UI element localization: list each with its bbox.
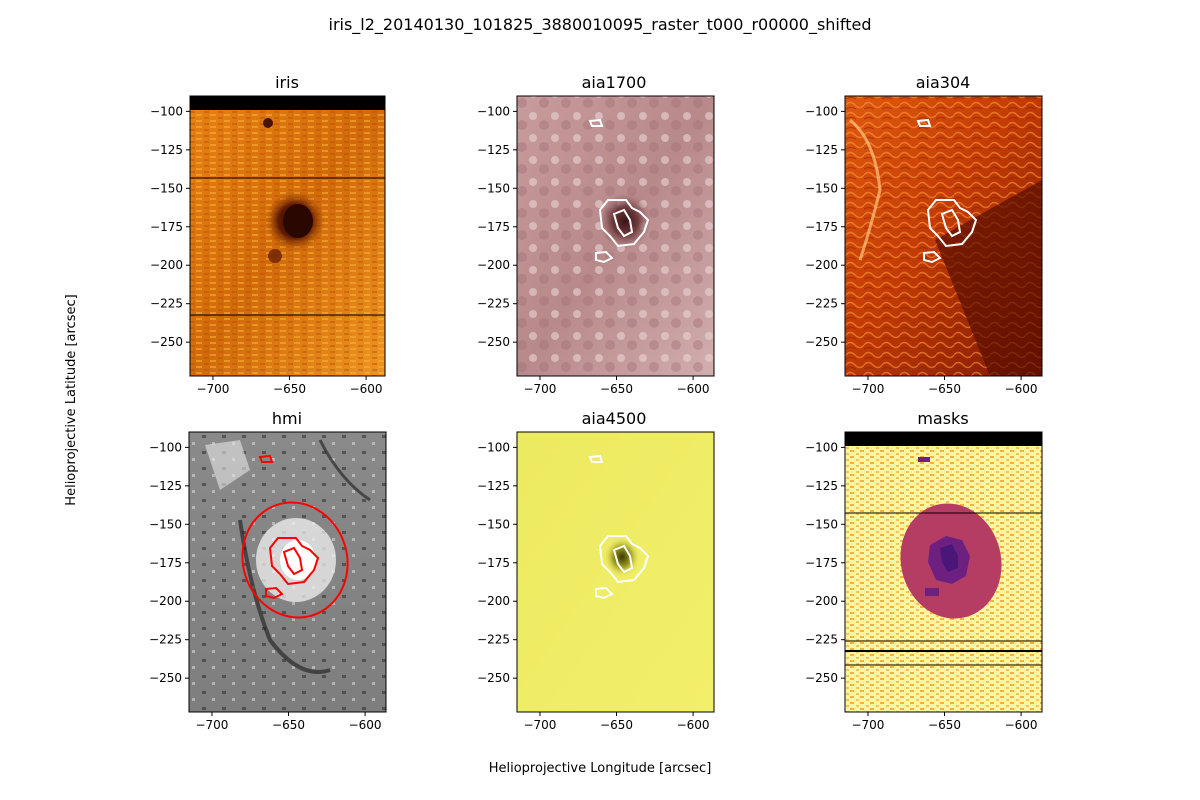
y-tick-label: −125 <box>477 479 510 493</box>
x-tick-label: −650 <box>928 718 961 732</box>
y-tick-label: −125 <box>805 143 838 157</box>
x-tick-label: −650 <box>600 382 633 396</box>
y-tick-label: −200 <box>805 258 838 272</box>
y-tick-label: −200 <box>150 258 183 272</box>
y-tick-label: −225 <box>477 297 510 311</box>
y-tick-label: −250 <box>805 335 838 349</box>
y-tick-label: −225 <box>805 633 838 647</box>
x-tick-label: −700 <box>851 718 884 732</box>
y-tick-label: −250 <box>150 335 183 349</box>
hmi-red-ellipse-contour <box>241 501 349 619</box>
y-tick-label: −175 <box>150 220 183 234</box>
y-tick-label: −175 <box>805 556 838 570</box>
y-tick-label: −150 <box>149 517 182 531</box>
y-tick-label: −200 <box>477 594 510 608</box>
y-tick-label: −225 <box>150 297 183 311</box>
panel-aia304: aia304 −700 −650 −600 −100 −125 −150 −175 −200… <box>805 73 1043 396</box>
x-tick-label: −600 <box>677 382 710 396</box>
y-tick-label: −175 <box>805 220 838 234</box>
y-tick-label: −250 <box>149 671 182 685</box>
panel-aia4500: aia4500 −700 −650 −600 −100 −125 −150 −175 −20… <box>477 409 715 732</box>
y-tick-label: −100 <box>150 104 183 118</box>
panel-hmi: hmi −700 −650 −600 −100 −125 −150 −175 −200 −22… <box>149 409 387 732</box>
y-tick-label: −100 <box>805 440 838 454</box>
x-tick-label: −600 <box>1005 718 1038 732</box>
y-tick-label: −100 <box>805 104 838 118</box>
x-tick-label: −650 <box>928 382 961 396</box>
y-tick-label: −225 <box>149 633 182 647</box>
y-tick-label: −200 <box>805 594 838 608</box>
image-aia1700 <box>517 96 714 376</box>
x-tick-label: −700 <box>523 718 556 732</box>
y-tick-label: −150 <box>477 517 510 531</box>
y-tick-label: −100 <box>149 440 182 454</box>
y-tick-label: −150 <box>477 181 510 195</box>
y-tick-label: −125 <box>150 143 183 157</box>
frame-masks <box>844 431 1043 713</box>
image-aia304 <box>845 96 1042 376</box>
x-tick-label: −700 <box>195 718 228 732</box>
panel-title-hmi: hmi <box>272 409 302 428</box>
panel-iris: iris −700 −650 −600 −100 −125 −150 −175 −200 −2… <box>150 73 386 396</box>
y-tick-label: −250 <box>805 671 838 685</box>
frame-aia304 <box>844 95 1043 377</box>
frame-iris <box>189 95 386 377</box>
x-tick-label: −600 <box>349 718 382 732</box>
y-tick-label: −100 <box>477 440 510 454</box>
y-tick-label: −150 <box>805 517 838 531</box>
frame-aia4500 <box>516 431 715 713</box>
x-tick-label: −700 <box>523 382 556 396</box>
y-tick-label: −175 <box>477 556 510 570</box>
y-tick-label: −175 <box>477 220 510 234</box>
y-tick-label: −200 <box>477 258 510 272</box>
y-tick-label: −250 <box>477 671 510 685</box>
panel-title-aia4500: aia4500 <box>582 409 647 428</box>
x-tick-label: −600 <box>677 718 710 732</box>
panel-aia1700: aia1700 −700 −650 −600 −100 −125 −150 −175 −20… <box>477 73 715 396</box>
panel-title-aia1700: aia1700 <box>582 73 647 92</box>
y-tick-label: −200 <box>149 594 182 608</box>
y-tick-label: −125 <box>149 479 182 493</box>
frame-hmi <box>188 431 387 713</box>
panel-title-iris: iris <box>275 73 299 92</box>
image-aia4500 <box>517 432 714 712</box>
x-tick-label: −700 <box>851 382 884 396</box>
y-tick-label: −225 <box>805 297 838 311</box>
y-tick-label: −150 <box>805 181 838 195</box>
panel-masks: masks −700 −650 −600 −100 −125 −150 −175 −200 −… <box>805 409 1043 732</box>
y-axis-label: Helioprojective Latitude [arcsec] <box>64 294 79 505</box>
y-tick-label: −150 <box>150 181 183 195</box>
image-masks <box>845 432 1042 712</box>
x-axis-label: Helioprojective Longitude [arcsec] <box>489 761 712 776</box>
x-tick-label: −600 <box>350 382 383 396</box>
y-tick-label: −225 <box>477 633 510 647</box>
y-tick-label: −125 <box>477 143 510 157</box>
x-tick-label: −650 <box>273 382 306 396</box>
figure-title: iris_l2_20140130_101825_3880010095_raste… <box>329 15 872 35</box>
x-tick-label: −650 <box>272 718 305 732</box>
x-tick-label: −700 <box>196 382 229 396</box>
y-tick-label: −100 <box>477 104 510 118</box>
panel-title-masks: masks <box>917 409 968 428</box>
x-tick-label: −650 <box>600 718 633 732</box>
y-tick-label: −175 <box>149 556 182 570</box>
x-tick-label: −600 <box>1005 382 1038 396</box>
y-tick-label: −250 <box>477 335 510 349</box>
y-tick-label: −125 <box>805 479 838 493</box>
frame-aia1700 <box>516 95 715 377</box>
panel-title-aia304: aia304 <box>916 73 971 92</box>
image-iris <box>190 96 385 376</box>
image-hmi <box>189 432 386 712</box>
